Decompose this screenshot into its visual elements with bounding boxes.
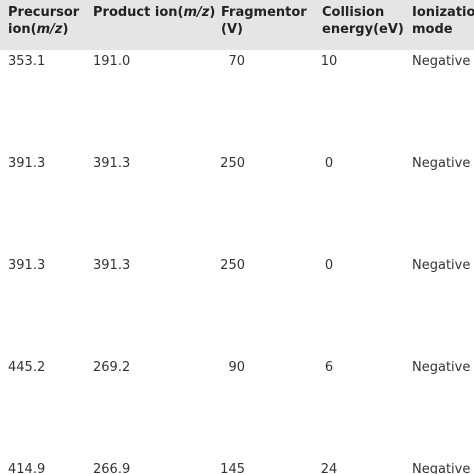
cell: 250	[220, 258, 245, 273]
cell: 445.2	[8, 360, 46, 375]
header-cell: Ionization mode	[412, 4, 474, 38]
cell: 10	[320, 54, 338, 69]
header-text: )	[209, 5, 216, 20]
cell: 266.9	[93, 462, 131, 474]
header-text: )	[62, 22, 69, 37]
header-text: Product ion(	[93, 5, 184, 20]
cell: 191.0	[93, 54, 131, 69]
cell: 250	[220, 156, 245, 171]
cell: 0	[324, 156, 334, 171]
cell: 24	[320, 462, 338, 474]
cell: 0	[324, 258, 334, 273]
cell: Negative	[412, 360, 471, 375]
header-text: Collision energy(eV)	[322, 5, 404, 37]
header-text: m/z	[183, 5, 210, 20]
cell: 391.3	[8, 156, 46, 171]
cell: 90	[228, 360, 245, 375]
table-header: Precursor ion(m/z) Product ion(m/z) Fragme…	[0, 0, 474, 50]
cell: 145	[220, 462, 245, 474]
header-text: Ionization mode	[412, 5, 474, 37]
header-text: Precursor ion(	[8, 5, 80, 37]
cell: Negative	[412, 462, 471, 474]
header-text: m/z	[36, 22, 63, 37]
cell: Negative	[412, 156, 471, 171]
header-cell: Fragmentor (V)	[221, 4, 316, 38]
cell: 70	[228, 54, 245, 69]
cell: 414.9	[8, 462, 46, 474]
cell: 391.3	[8, 258, 46, 273]
cell: 391.3	[93, 258, 131, 273]
cell: 391.3	[93, 156, 131, 171]
header-text: Fragmentor (V)	[221, 5, 307, 37]
header-cell: Precursor ion(m/z)	[8, 4, 88, 38]
cell: 6	[324, 360, 334, 375]
cell: Negative	[412, 258, 471, 273]
cell: Negative	[412, 54, 471, 69]
header-cell: Collision energy(eV)	[322, 4, 410, 38]
cell: 353.1	[8, 54, 46, 69]
cell: 269.2	[93, 360, 131, 375]
header-cell: Product ion(m/z)	[93, 4, 218, 21]
